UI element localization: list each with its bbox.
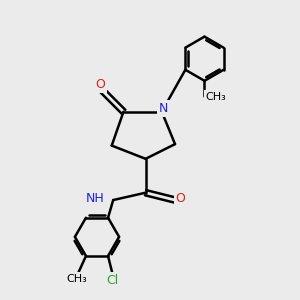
Text: Cl: Cl xyxy=(106,274,118,286)
Text: O: O xyxy=(95,78,105,91)
Text: N: N xyxy=(159,102,169,115)
Text: NH: NH xyxy=(86,192,105,205)
Text: CH₃: CH₃ xyxy=(205,92,226,102)
Text: CH₃: CH₃ xyxy=(67,274,88,284)
Text: O: O xyxy=(176,192,185,205)
